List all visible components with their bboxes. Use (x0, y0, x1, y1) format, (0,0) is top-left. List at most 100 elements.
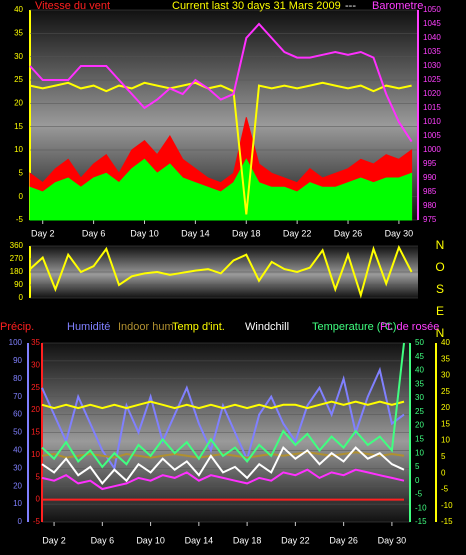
x-tick-label: Day 30 (378, 535, 407, 545)
y-tick-label: 0 (36, 495, 41, 504)
y-tick-label: 30 (13, 463, 22, 472)
y-tick-label: 10 (31, 450, 40, 459)
line (41, 400, 405, 410)
y-tick-label: 20 (13, 481, 22, 490)
y-tick-label: 10 (441, 436, 450, 445)
y-tick-label: 1035 (423, 47, 441, 56)
y-tick-label: 1030 (423, 61, 441, 70)
y-tick-label: 995 (423, 159, 437, 168)
y-tick-label: 5 (441, 452, 446, 461)
label: E (436, 304, 444, 318)
y-tick-label: 0 (415, 476, 420, 485)
line (41, 366, 405, 471)
x-tick-label: Day 6 (82, 228, 106, 238)
label: N (436, 238, 445, 252)
y-tick-label: 90 (14, 280, 23, 289)
line (29, 244, 413, 299)
y-tick-label: -15 (441, 517, 453, 526)
line (41, 445, 405, 485)
y-tick-label: -10 (441, 501, 453, 510)
y-tick-label: 0 (19, 192, 24, 201)
label: Current last 30 days 31 Mars 2009 (172, 0, 341, 12)
y-tick-label: 1005 (423, 131, 441, 140)
y-tick-label: -5 (415, 490, 423, 499)
y-tick-label: 35 (31, 338, 40, 347)
y-tick-label: -10 (415, 503, 427, 512)
y-tick-label: 5 (36, 472, 41, 481)
y-tick-label: 1025 (423, 75, 441, 84)
y-tick-label: 1000 (423, 145, 441, 154)
label: Vitesse du vent (35, 0, 110, 12)
y-tick-label: 10 (415, 448, 424, 457)
y-tick-label: 985 (423, 187, 437, 196)
y-tick-label: -5 (441, 485, 449, 494)
y-tick-label: 30 (441, 371, 450, 380)
y-tick-label: 15 (441, 419, 450, 428)
y-tick-label: 50 (415, 338, 424, 347)
y-tick-label: 40 (415, 366, 424, 375)
y-tick-label: 30 (31, 360, 40, 369)
label: S (436, 282, 444, 296)
line (41, 451, 405, 459)
label: Barometre (372, 0, 423, 12)
y-tick-label: 20 (415, 421, 424, 430)
y-tick-label: 1040 (423, 33, 441, 42)
line (29, 81, 412, 215)
y-tick-label: 10 (13, 499, 22, 508)
y-tick-label: 70 (13, 392, 22, 401)
x-tick-label: Day 22 (281, 535, 310, 545)
x-tick-label: Day 18 (233, 535, 262, 545)
x-tick-label: Day 10 (136, 535, 165, 545)
y-tick-label: 0 (19, 293, 24, 302)
y-tick-label: 20 (31, 405, 40, 414)
y-tick-label: 45 (415, 352, 424, 361)
label: Windchill (245, 321, 289, 333)
y-tick-label: 0 (441, 468, 446, 477)
y-tick-label: 40 (13, 446, 22, 455)
y-tick-label: 1020 (423, 89, 441, 98)
y-tick-label: 360 (10, 241, 24, 250)
area (29, 158, 413, 221)
x-tick-label: Day 2 (31, 228, 55, 238)
y-tick-label: 1045 (423, 19, 441, 28)
y-tick-label: 25 (14, 75, 23, 84)
y-tick-label: 990 (423, 173, 437, 182)
line (41, 468, 405, 491)
x-tick-label: Day 22 (283, 228, 312, 238)
y-tick-label: 20 (441, 403, 450, 412)
y-tick-label: 35 (441, 354, 450, 363)
x-tick-label: Day 6 (91, 535, 115, 545)
y-tick-label: 60 (13, 410, 22, 419)
x-tick-label: Day 14 (181, 228, 210, 238)
label: O (435, 260, 444, 274)
y-tick-label: 0 (18, 517, 23, 526)
y-tick-label: 15 (415, 434, 424, 443)
y-tick-label: -5 (16, 215, 24, 224)
y-tick-label: -15 (415, 517, 427, 526)
y-tick-label: 40 (14, 5, 23, 14)
label: Précip. (0, 321, 34, 333)
y-tick-label: 35 (415, 379, 424, 388)
label: N (436, 326, 445, 340)
label: Temperature (°C) (312, 321, 396, 333)
y-tick-label: 5 (415, 462, 420, 471)
y-tick-label: 25 (441, 387, 450, 396)
y-tick-label: 100 (9, 338, 23, 347)
y-tick-label: 50 (13, 428, 22, 437)
y-tick-label: 180 (10, 267, 24, 276)
line (41, 342, 405, 469)
label: Humidité (67, 321, 110, 333)
line (29, 22, 413, 143)
y-tick-label: 35 (14, 28, 23, 37)
x-tick-label: Day 26 (334, 228, 363, 238)
y-tick-label: 25 (31, 383, 40, 392)
y-tick-label: 1050 (423, 5, 441, 14)
y-tick-label: 10 (14, 145, 23, 154)
y-tick-label: 1010 (423, 117, 441, 126)
x-tick-label: Day 30 (385, 228, 414, 238)
y-tick-label: 40 (441, 338, 450, 347)
x-tick-label: Day 18 (232, 228, 261, 238)
x-tick-label: Day 10 (130, 228, 159, 238)
y-tick-label: 980 (423, 201, 437, 210)
